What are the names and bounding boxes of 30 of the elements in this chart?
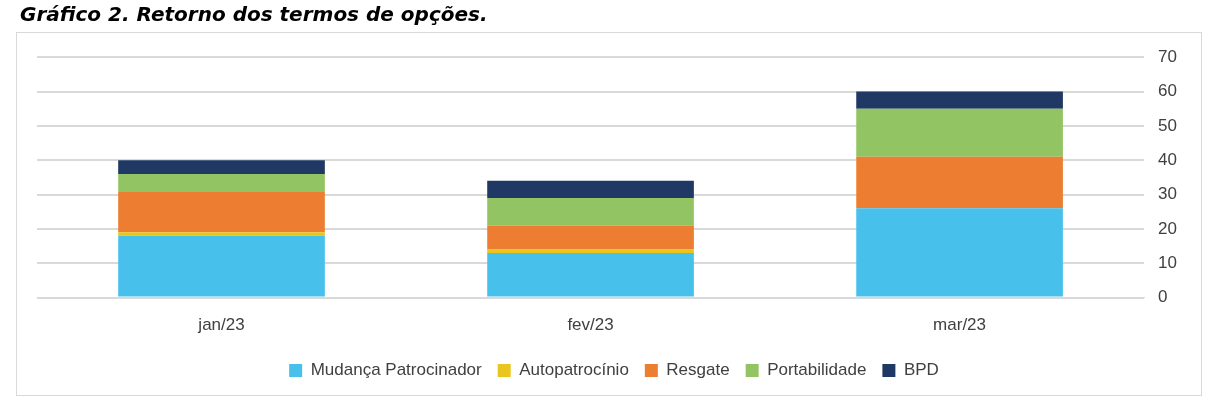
bar <box>856 108 1063 157</box>
bar <box>856 156 1063 209</box>
y-tick-label: 70 <box>1158 46 1178 66</box>
x-tick-label: jan/23 <box>197 315 245 335</box>
y-tick-label: 50 <box>1158 115 1178 135</box>
legend-label: Portabilidade <box>767 360 867 380</box>
y-tick-label: 40 <box>1158 149 1178 169</box>
x-tick-label: mar/23 <box>933 315 987 335</box>
bar <box>118 235 325 297</box>
bar <box>856 91 1063 109</box>
y-tick-label: 20 <box>1158 218 1178 238</box>
chart-title: Gráfico 2. Retorno dos termos de opções. <box>19 1 489 28</box>
x-tick-label: fev/23 <box>567 315 614 335</box>
y-tick-label: 60 <box>1158 81 1178 101</box>
bar <box>118 160 325 174</box>
bar <box>487 225 694 250</box>
y-tick-label: 0 <box>1158 287 1168 307</box>
legend-label: Resgate <box>666 360 730 380</box>
bar <box>118 232 325 236</box>
bar <box>856 208 1063 297</box>
legend-label: Autopatrocínio <box>519 360 629 380</box>
bar <box>487 180 694 199</box>
y-tick-label: 30 <box>1158 184 1178 204</box>
legend-label: BPD <box>903 360 939 380</box>
y-tick-label: 10 <box>1158 252 1178 272</box>
bar <box>118 191 325 233</box>
legend-label: Mudança Patrocinador <box>310 360 483 380</box>
bar <box>487 198 694 226</box>
bar <box>487 252 694 297</box>
bar <box>118 173 325 192</box>
